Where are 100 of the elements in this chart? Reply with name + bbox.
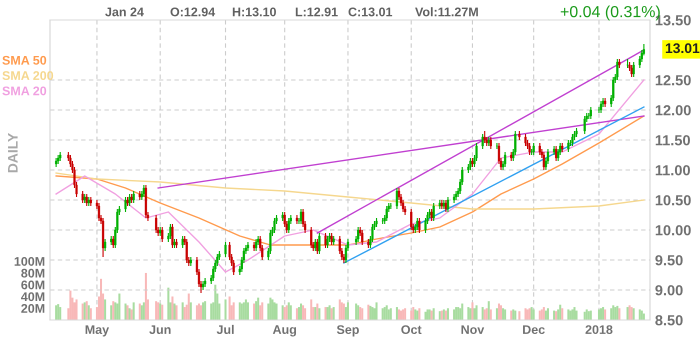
bar [618, 308, 620, 320]
bar [59, 307, 62, 320]
y-tick-label: 9.00 [655, 285, 683, 296]
bar [461, 304, 464, 320]
candlestick [326, 235, 329, 249]
bar [498, 304, 500, 320]
candlestick [318, 232, 321, 255]
bar [132, 302, 135, 320]
candlestick [590, 106, 592, 120]
bar [328, 305, 331, 320]
bar [286, 305, 288, 320]
bar [342, 304, 345, 320]
bar [496, 308, 498, 320]
candlestick [104, 238, 106, 252]
bar [490, 309, 492, 320]
y-tick-label: 11.00 [656, 165, 690, 176]
bar [224, 299, 227, 320]
bar [276, 304, 278, 320]
candlestick [430, 208, 433, 222]
candlestick [571, 133, 574, 147]
bar [540, 309, 543, 320]
candlestick [432, 202, 435, 222]
candlestick [182, 235, 184, 249]
candlestick [542, 151, 546, 171]
bar [361, 308, 364, 320]
y-tick-label: 12.00 [656, 105, 691, 116]
candlestick [124, 196, 127, 213]
bar [171, 296, 174, 320]
bar [142, 302, 145, 320]
bar [173, 304, 176, 320]
candlestick [98, 202, 100, 222]
x-tick-label: Dec [523, 325, 545, 334]
candlestick [316, 238, 318, 255]
candlestick [416, 217, 418, 231]
candlestick [482, 133, 484, 150]
x-tick-label: 2018 [586, 325, 612, 334]
candlestick [161, 226, 164, 243]
bar [584, 312, 586, 320]
candlestick [310, 226, 312, 249]
y-tick-label: 8.50 [655, 315, 683, 326]
bar [290, 305, 292, 320]
candlestick [300, 208, 302, 225]
candlestick [186, 238, 188, 264]
bar [424, 312, 427, 320]
bar [590, 310, 592, 320]
y-tick-label: 11.50 [656, 135, 690, 146]
candlestick [396, 187, 398, 210]
candlestick [361, 229, 364, 246]
bar [476, 305, 478, 320]
bar [542, 307, 545, 320]
bar [546, 308, 549, 320]
bar [273, 302, 276, 320]
bar [167, 288, 170, 320]
bar [486, 308, 488, 320]
bar [184, 307, 186, 320]
bar [214, 284, 216, 320]
bar [390, 308, 392, 320]
bar [124, 304, 127, 320]
x-tick-label: Jun [149, 325, 171, 334]
candlestick [616, 58, 618, 81]
text: SMA 50 [2, 56, 46, 65]
y-tick-label: 10.50 [656, 195, 691, 206]
text: O:12.94 [170, 8, 216, 16]
candlestick [504, 151, 506, 168]
bar [259, 305, 262, 320]
text: Jan 24 [105, 8, 144, 16]
bar [404, 308, 406, 320]
bar [467, 307, 470, 320]
bar [57, 304, 60, 320]
text: C:13.01 [348, 8, 392, 16]
bar [190, 302, 192, 320]
candlestick [632, 61, 635, 78]
bar [432, 308, 435, 320]
bar [210, 304, 212, 320]
bar [182, 302, 184, 320]
bar [324, 307, 327, 320]
bar [500, 305, 502, 320]
bar [532, 309, 535, 320]
bar [255, 301, 258, 320]
bar [576, 310, 578, 320]
bar [524, 308, 527, 320]
text: H:13.10 [232, 8, 276, 16]
bar [526, 309, 529, 320]
candlestick [567, 139, 570, 153]
bar [261, 302, 264, 320]
bar [155, 301, 158, 320]
candlestick [386, 205, 388, 222]
bar [371, 307, 374, 320]
bar [304, 308, 306, 320]
bar [100, 278, 102, 320]
y-tick-label: 9.50 [655, 255, 683, 266]
bar [204, 301, 206, 320]
bar [410, 310, 412, 320]
bar [355, 304, 358, 320]
text: L:12.91 [296, 8, 338, 16]
y-tick-label: 12.50 [656, 75, 691, 86]
bar [504, 309, 506, 320]
y-tick-label: 10.00 [656, 225, 691, 236]
bar [518, 311, 520, 320]
bar [538, 310, 541, 320]
